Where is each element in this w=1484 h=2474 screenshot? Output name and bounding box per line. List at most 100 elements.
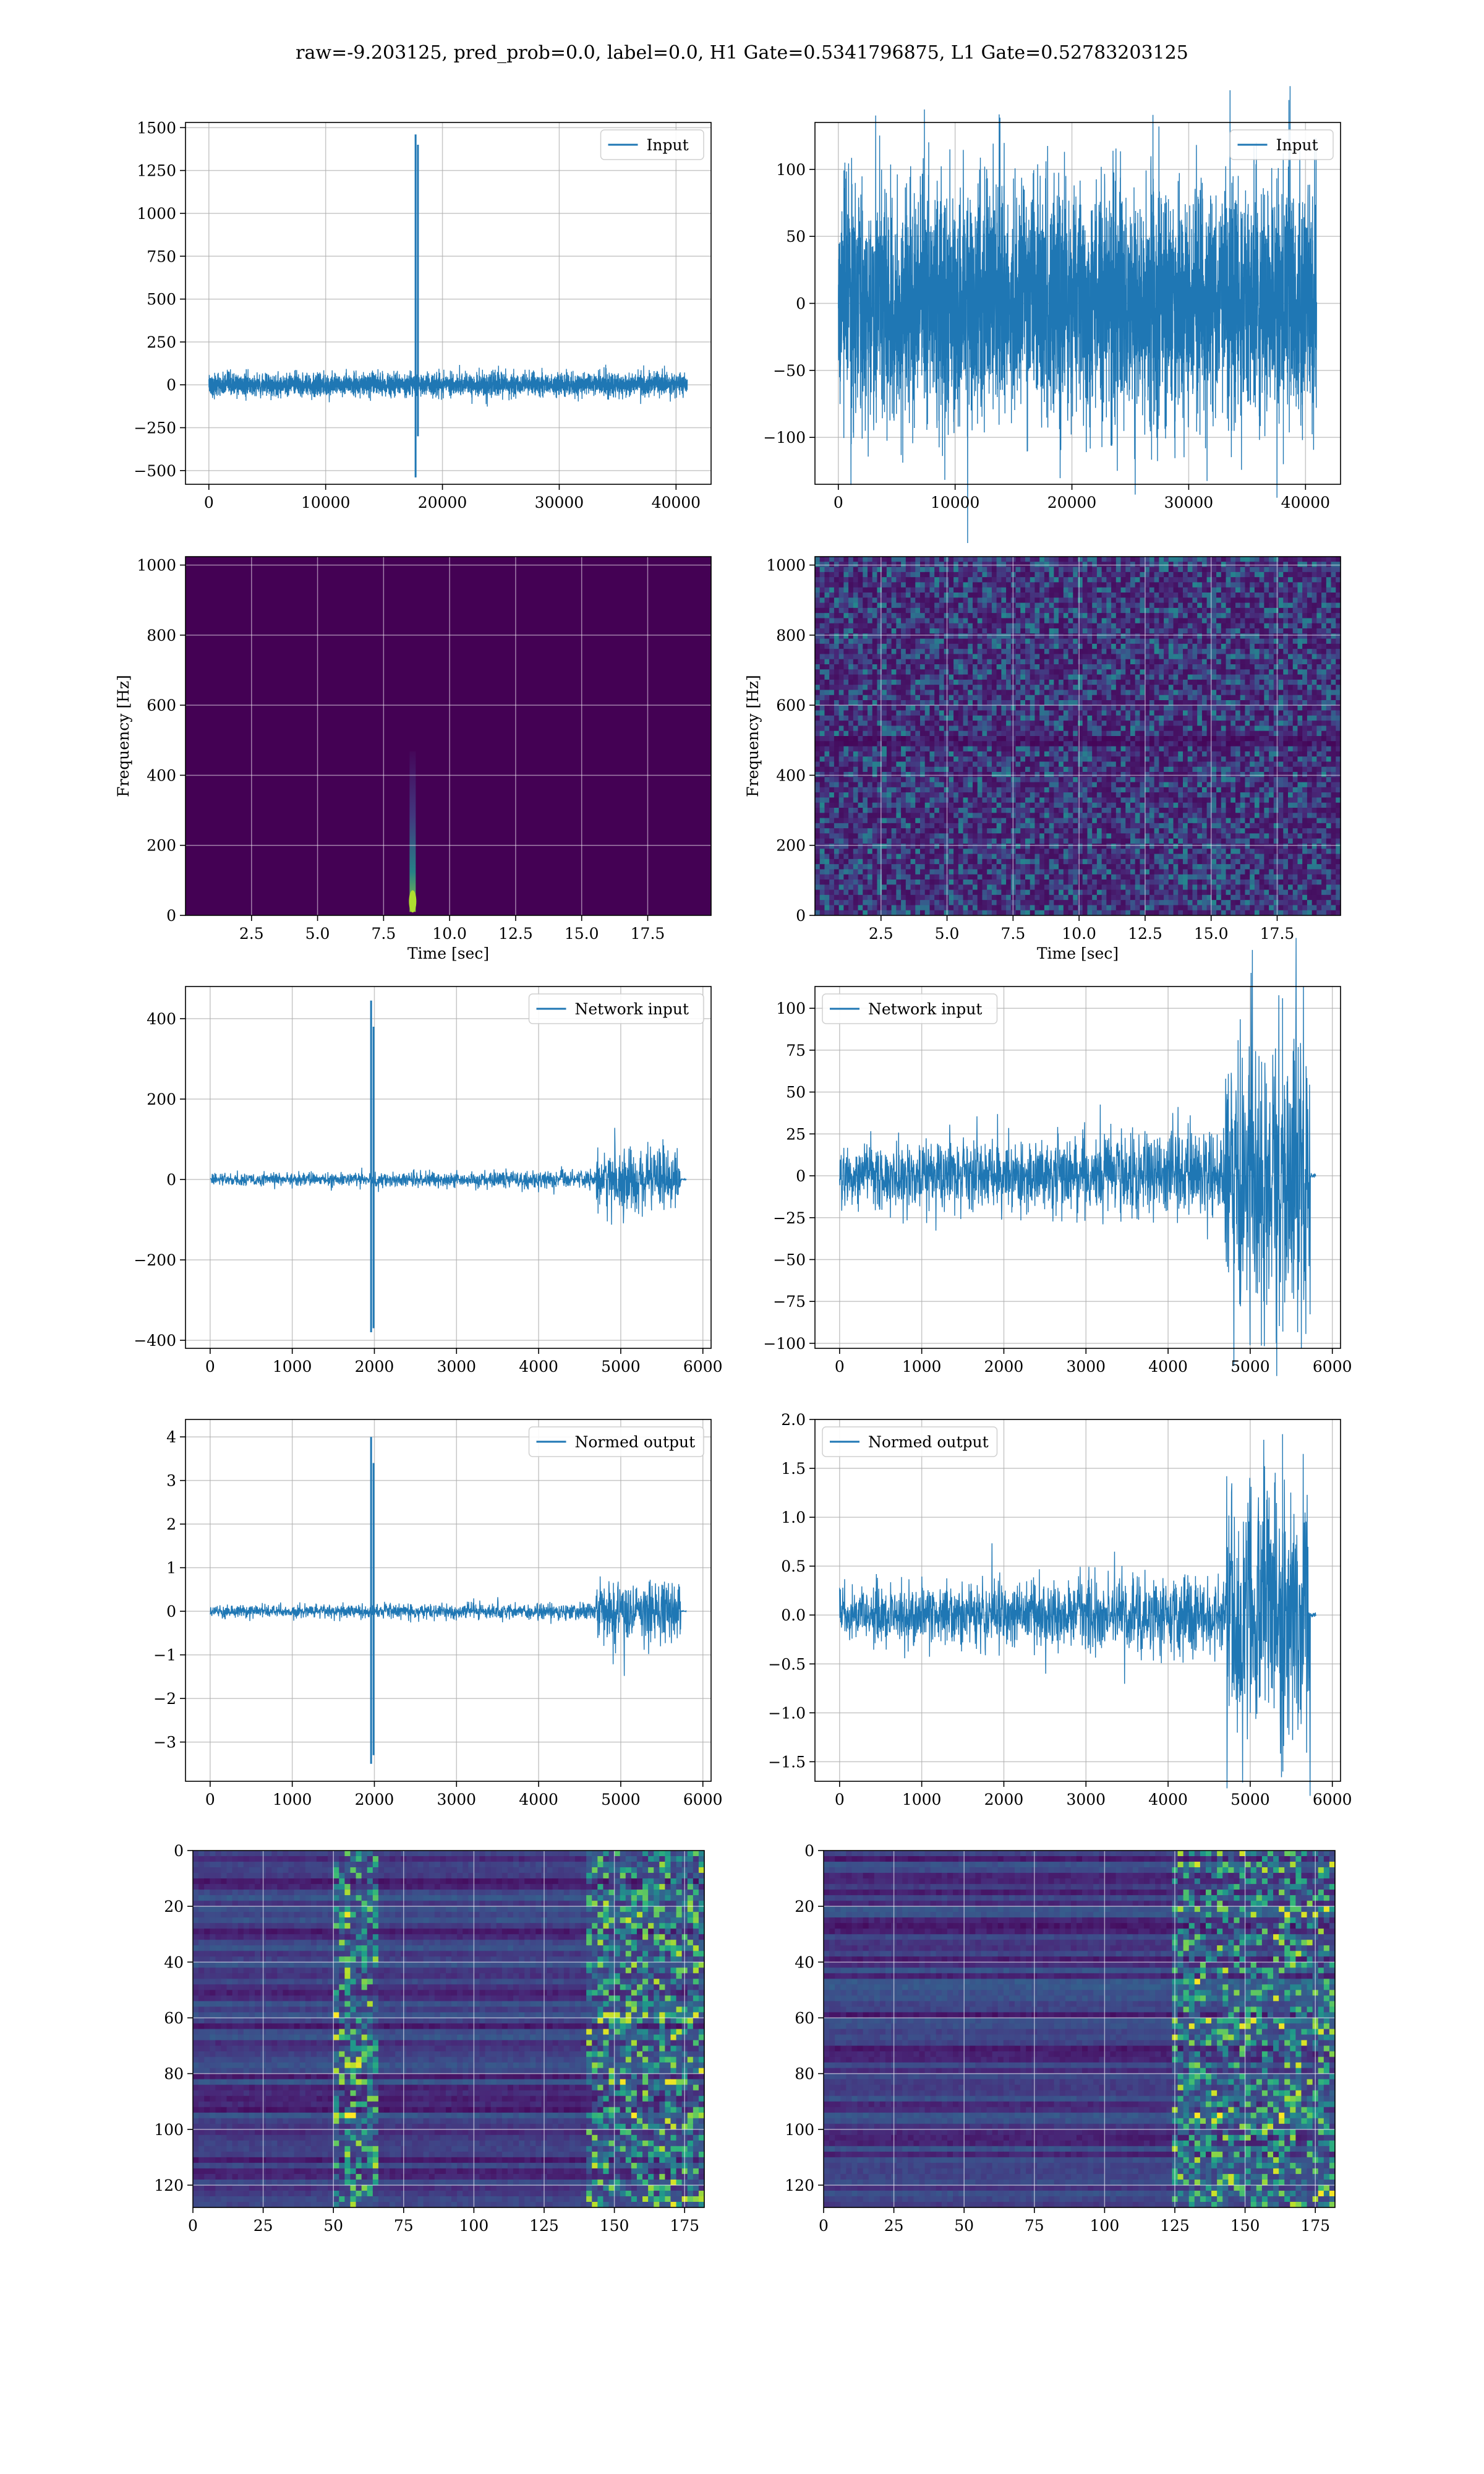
spectrogram-cell bbox=[1192, 582, 1198, 588]
spectrogram-cell bbox=[1001, 607, 1007, 614]
spectrogram-cell bbox=[1115, 736, 1122, 742]
spectrogram-cell bbox=[1211, 618, 1217, 624]
spectrogram-cell bbox=[939, 623, 945, 629]
spectrogram-cell bbox=[1183, 705, 1188, 711]
spectrogram-cell bbox=[834, 643, 840, 649]
spectrogram-cell bbox=[1120, 618, 1126, 624]
spectrogram-cell bbox=[824, 726, 830, 732]
spectrogram-cell bbox=[1006, 628, 1012, 634]
spectrogram-cell bbox=[1307, 705, 1313, 711]
spectrogram-cell bbox=[1140, 685, 1145, 691]
spectrogram-cell bbox=[1082, 571, 1088, 578]
spectrogram-cell bbox=[1211, 607, 1217, 614]
spectrogram-cell bbox=[1283, 710, 1289, 716]
spectrogram-cell bbox=[953, 577, 959, 583]
spectrogram-cell bbox=[1192, 674, 1198, 680]
spectrogram-cell bbox=[1321, 710, 1327, 716]
spectrogram-cell bbox=[1101, 736, 1107, 742]
spectrogram-cell bbox=[838, 756, 844, 763]
spectrogram-cell bbox=[1326, 659, 1332, 665]
spectrogram-cell bbox=[953, 633, 959, 640]
spectrogram-cell bbox=[977, 674, 983, 680]
spectrogram-cell bbox=[1054, 761, 1059, 768]
spectrogram-cell bbox=[829, 567, 835, 573]
spectrogram-cell bbox=[1206, 602, 1212, 609]
spectrogram-cell bbox=[1130, 577, 1136, 583]
spectrogram-cell bbox=[1278, 700, 1284, 706]
spectrogram-cell bbox=[1054, 577, 1059, 583]
spectrogram-cell bbox=[929, 582, 935, 588]
spectrogram-cell bbox=[1092, 577, 1098, 583]
spectrogram-cell bbox=[987, 664, 992, 670]
spectrogram-cell bbox=[1059, 628, 1064, 634]
spectrogram-cell bbox=[939, 659, 945, 665]
spectrogram-cell bbox=[1216, 746, 1222, 752]
spectrogram-cell bbox=[1006, 751, 1012, 757]
spectrogram-cell bbox=[858, 679, 863, 685]
spectrogram-cell bbox=[848, 782, 854, 788]
spectrogram-cell bbox=[934, 746, 940, 752]
spectrogram-cell bbox=[1101, 669, 1107, 675]
spectrogram-cell bbox=[1164, 582, 1169, 588]
spectrogram-cell bbox=[1183, 571, 1188, 578]
spectrogram-cell bbox=[901, 695, 906, 701]
spectrogram-cell bbox=[824, 669, 830, 675]
spectrogram-cell bbox=[896, 746, 902, 752]
spectrogram-cell bbox=[1073, 613, 1078, 619]
spectrogram-cell bbox=[1044, 654, 1050, 660]
spectrogram-cell bbox=[1283, 726, 1289, 732]
spectrogram-cell bbox=[891, 577, 897, 583]
spectrogram-cell bbox=[1206, 761, 1212, 768]
spectrogram-cell bbox=[1101, 690, 1107, 696]
spectrogram-cell bbox=[815, 751, 821, 757]
spectrogram-cell bbox=[977, 567, 983, 573]
spectrogram-cell bbox=[834, 654, 840, 660]
spectrogram-cell bbox=[1230, 715, 1236, 721]
spectrogram-cell bbox=[819, 777, 825, 783]
spectrogram-cell bbox=[987, 751, 992, 757]
spectrogram-cell bbox=[1321, 746, 1327, 752]
spectrogram-cell bbox=[1326, 664, 1332, 670]
spectrogram-cell bbox=[1326, 557, 1332, 562]
spectrogram-cell bbox=[987, 613, 992, 619]
spectrogram-cell bbox=[1245, 664, 1250, 670]
spectrogram-cell bbox=[929, 736, 935, 742]
spectrogram-cell bbox=[1288, 607, 1294, 614]
spectrogram-cell bbox=[920, 690, 926, 696]
spectrogram-cell bbox=[973, 690, 978, 696]
spectrogram-cell bbox=[958, 741, 964, 747]
spectrogram-cell bbox=[1092, 741, 1098, 747]
spectrogram-cell bbox=[1159, 633, 1164, 640]
spectrogram-cell bbox=[1245, 562, 1250, 568]
spectrogram-cell bbox=[1211, 715, 1217, 721]
spectrogram-cell bbox=[853, 602, 859, 609]
spectrogram-cell bbox=[910, 643, 916, 649]
spectrogram-cell bbox=[1173, 766, 1179, 773]
spectrogram-cell bbox=[1331, 659, 1336, 665]
spectrogram-cell bbox=[1331, 654, 1336, 660]
spectrogram-cell bbox=[834, 756, 840, 763]
spectrogram-cell bbox=[1159, 597, 1164, 604]
spectrogram-cell bbox=[944, 730, 949, 737]
spectrogram-cell bbox=[863, 766, 868, 773]
spectrogram-cell bbox=[1168, 582, 1174, 588]
spectrogram-cell bbox=[824, 638, 830, 644]
spectrogram-cell bbox=[968, 721, 973, 727]
spectrogram-cell bbox=[1264, 726, 1269, 732]
spectrogram-cell bbox=[1187, 695, 1193, 701]
spectrogram-cell bbox=[1273, 633, 1279, 640]
spectrogram-cell bbox=[968, 761, 973, 768]
spectrogram-cell bbox=[1125, 741, 1131, 747]
spectrogram-cell bbox=[1235, 761, 1241, 768]
spectrogram-cell bbox=[958, 761, 964, 768]
spectrogram-cell bbox=[1226, 597, 1231, 604]
spectrogram-cell bbox=[1145, 741, 1150, 747]
spectrogram-cell bbox=[1187, 715, 1193, 721]
spectrogram-cell bbox=[1288, 638, 1294, 644]
spectrogram-cell bbox=[1149, 741, 1155, 747]
spectrogram-cell bbox=[819, 741, 825, 747]
spectrogram-cell bbox=[1125, 582, 1131, 588]
spectrogram-cell bbox=[815, 772, 821, 777]
spectrogram-cell bbox=[1336, 628, 1341, 634]
spectrogram-cell bbox=[1059, 582, 1064, 588]
